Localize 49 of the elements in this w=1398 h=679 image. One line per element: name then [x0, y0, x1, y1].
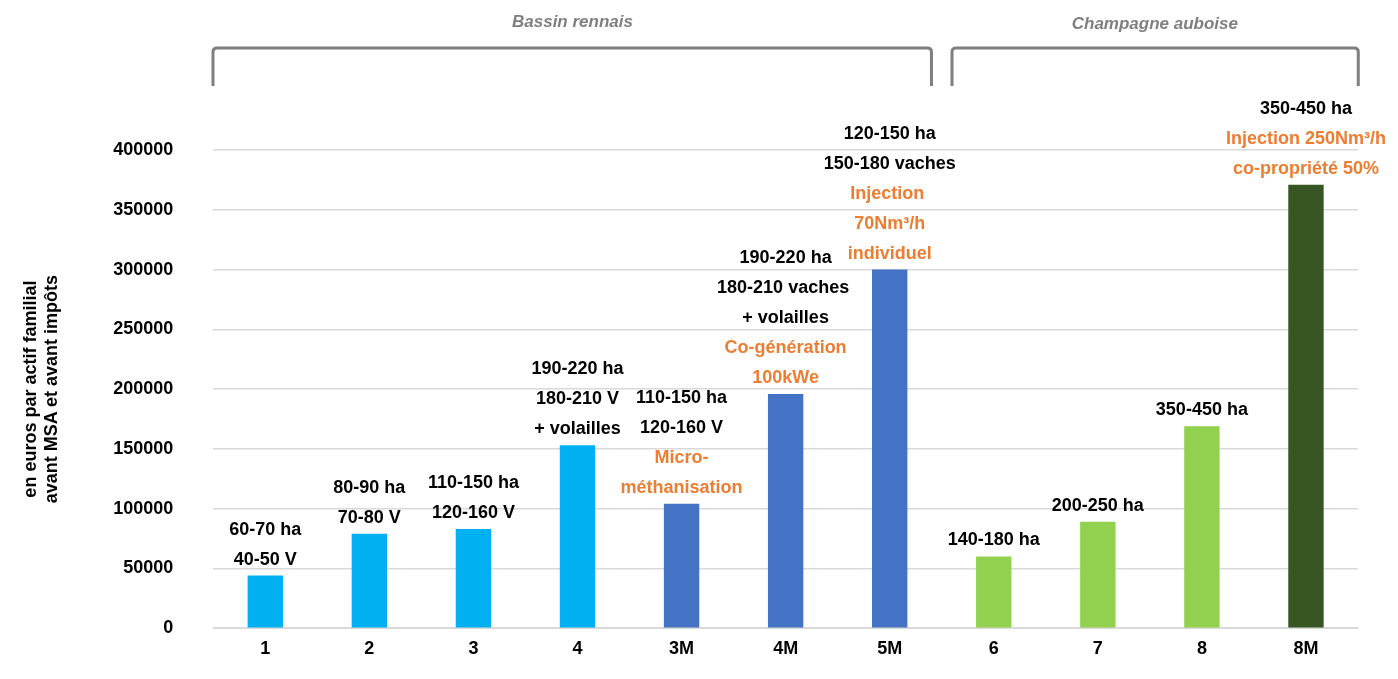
bar [1184, 426, 1220, 628]
annotation: 80-90 ha 70-80 V [333, 475, 406, 529]
text: Champagne auboise [1070, 14, 1239, 34]
bar [976, 556, 1012, 628]
annotation: 140-180 ha [947, 528, 1040, 552]
y-tick-label: 50000 [123, 557, 174, 578]
bar [872, 269, 908, 628]
annotation: 190-220 ha 180-210 V + volailles [531, 357, 624, 441]
annotation: 110-150 ha 120-160 V [636, 385, 728, 439]
bar [663, 503, 700, 628]
y-tick-label: 400000 [113, 138, 174, 159]
x-tick-label: 2 [364, 637, 375, 658]
x-tick-label: 7 [1092, 637, 1103, 658]
bar [767, 393, 804, 628]
y-tick-label: 100000 [113, 497, 174, 518]
text: 350-450 ha [1259, 96, 1352, 120]
y-tick-label: 250000 [113, 318, 174, 339]
annotation: 350-450 ha [1155, 398, 1248, 422]
bar [1080, 521, 1116, 628]
bar [455, 528, 492, 628]
x-tick-label: 4 [572, 637, 583, 658]
text: Bassin rennais [511, 12, 634, 32]
y-axis-title: en euros par actif familial avant MSA et avant impôts [19, 274, 62, 504]
y-tick-label: 200000 [113, 378, 174, 399]
x-tick-label: 3 [468, 637, 479, 658]
annotation: 120-150 ha 150-180 vaches [823, 121, 956, 175]
bar [559, 445, 596, 628]
x-tick-label: 3M [669, 637, 695, 658]
annotation: 110-150 ha 120-160 V [427, 471, 519, 524]
x-tick-label: 8M [1293, 637, 1319, 658]
annotation: Injection 70Nm³/h individuel [847, 181, 932, 265]
x-tick-label: 4M [773, 637, 799, 658]
x-tick-label: 6 [988, 637, 999, 658]
annotation: 190-220 ha 180-210 vaches + volailles [717, 246, 850, 327]
annotation: 200-250 ha [1051, 493, 1144, 517]
y-tick-label: 350000 [113, 198, 174, 219]
y-tick-label: 0 [163, 617, 174, 638]
annotation: Injection 250Nm³/h co-propriété 50% [1225, 126, 1386, 180]
annotation: Co-génération 100kWe [724, 336, 847, 387]
bar [247, 575, 283, 628]
y-tick-label: 150000 [113, 437, 174, 458]
bar [1288, 184, 1324, 628]
annotation: 60-70 ha 40-50 V [229, 517, 302, 571]
x-tick-label: 1 [260, 637, 271, 658]
y-tick-label: 300000 [113, 258, 174, 279]
x-tick-label: 8 [1196, 637, 1207, 658]
bar [351, 533, 388, 628]
annotation: Micro- méthanisation [620, 445, 743, 499]
x-tick-label: 5M [877, 637, 903, 658]
